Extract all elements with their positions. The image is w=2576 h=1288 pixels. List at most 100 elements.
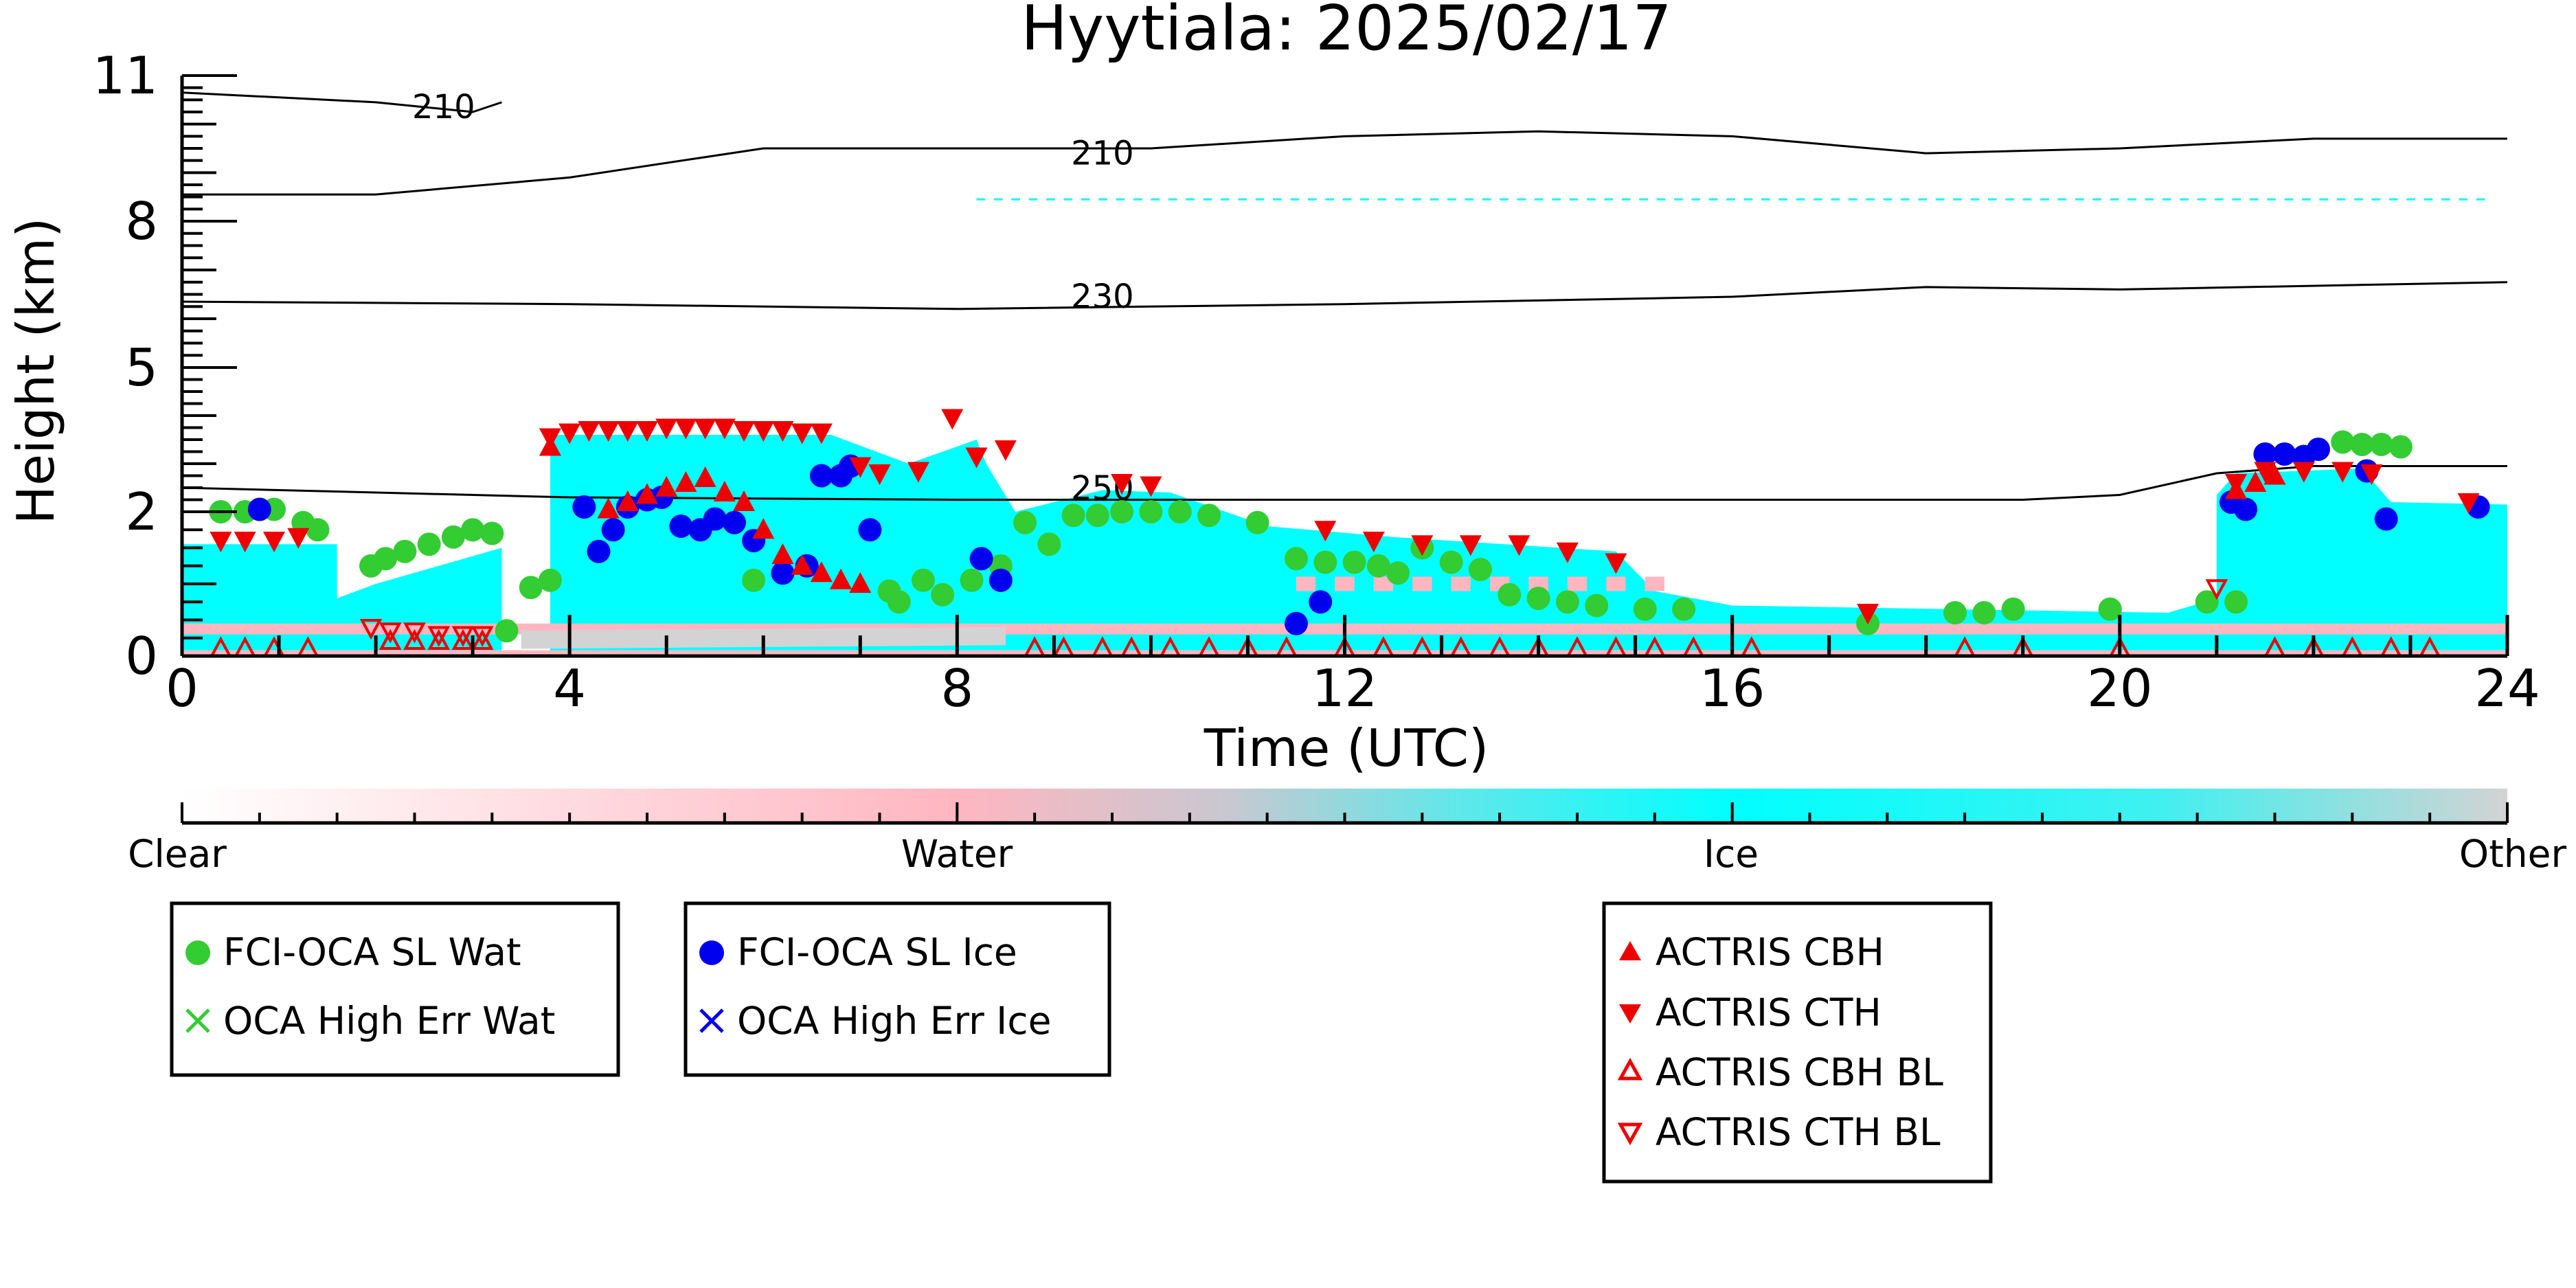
legend-box [683, 901, 1111, 1077]
data-point [713, 418, 736, 440]
data-point [587, 539, 611, 563]
colorbar: Clear Water Ice Other [128, 789, 2566, 876]
data-point [374, 547, 398, 571]
data-point [1314, 521, 1337, 542]
data-point [597, 421, 620, 442]
data-point [1943, 601, 1967, 624]
legend-marker-actris-cth-bl [1617, 1122, 1643, 1146]
water-patch [1296, 576, 1316, 591]
data-point [1459, 535, 1482, 556]
y-tick-label: 2 [125, 482, 158, 542]
contour-label: 210 [1071, 134, 1134, 172]
data-point [733, 490, 756, 511]
legend-label-actris-cth: ACTRIS CTH [1656, 991, 1882, 1035]
data-series [209, 409, 2490, 657]
data-point [451, 626, 475, 647]
data-point [742, 568, 766, 592]
data-point [1168, 500, 1192, 523]
series-actris-cth [210, 409, 2480, 624]
data-point [810, 423, 833, 444]
data-point [461, 518, 485, 542]
data-point [306, 518, 330, 542]
data-point [733, 421, 756, 442]
data-point [655, 418, 678, 440]
x-tick-label: 20 [2087, 658, 2152, 719]
data-point [849, 457, 872, 478]
data-point [1245, 510, 1269, 534]
y-tick-label: 0 [125, 626, 158, 686]
data-point [2254, 462, 2276, 483]
data-point [1061, 504, 1085, 528]
data-point [2001, 597, 2025, 621]
data-point [988, 568, 1013, 592]
data-point [417, 532, 441, 556]
data-point [2263, 464, 2286, 485]
legend-label-actris-cth-bl: ACTRIS CTH BL [1656, 1110, 1941, 1154]
data-point [2234, 497, 2258, 521]
data-point [2457, 493, 2480, 514]
legend-label-oca-high-err-wat: OCA High Err Wat [223, 999, 555, 1043]
data-point [578, 421, 600, 442]
ice-region [182, 544, 502, 656]
data-point [601, 518, 625, 542]
data-point [849, 572, 872, 593]
data-point [1508, 535, 1530, 556]
data-point [675, 418, 697, 440]
data-point [791, 423, 813, 444]
data-point [887, 590, 911, 614]
contour-label: 210 [412, 88, 475, 126]
data-point [907, 462, 929, 483]
y-tick-label: 8 [125, 191, 158, 251]
data-point [558, 423, 581, 444]
data-point [1526, 587, 1550, 610]
data-point [1284, 611, 1308, 635]
legend-marker-actris-cbh [1619, 941, 1641, 960]
data-point [713, 481, 736, 501]
water-patch [1567, 576, 1588, 591]
data-point [393, 539, 417, 563]
colorbar-label-ice: Ice [1704, 832, 1759, 876]
data-point [539, 428, 561, 449]
data-point [2369, 433, 2393, 456]
data-point [1411, 535, 1434, 556]
data-point [960, 568, 984, 592]
data-point [694, 466, 716, 487]
chart-title: Hyytiala: 2025/02/17 [1021, 0, 1671, 65]
data-point [965, 447, 988, 468]
x-tick-label: 8 [940, 658, 973, 719]
data-point [2224, 590, 2248, 614]
data-point [2253, 442, 2277, 466]
data-point [1366, 554, 1390, 578]
data-point [2306, 438, 2330, 461]
data-point [2225, 474, 2248, 495]
data-point [655, 476, 678, 497]
data-point [703, 507, 727, 531]
data-point [572, 495, 596, 519]
data-point [1362, 532, 1385, 552]
data-point [1972, 601, 1996, 624]
legend-label-actris-cbh-bl: ACTRIS CBH BL [1656, 1050, 1943, 1094]
data-point [1013, 510, 1037, 534]
data-point [722, 510, 746, 534]
data-point [519, 576, 543, 600]
legend-marker-oca-high-err-wat [185, 1008, 210, 1033]
data-point [597, 497, 620, 519]
data-point [1556, 542, 1579, 563]
data-point [287, 528, 310, 549]
contour-line-210 [182, 130, 2507, 196]
data-point [1439, 550, 1463, 574]
data-point [1857, 604, 1879, 624]
data-point [1468, 558, 1492, 581]
data-point [752, 518, 775, 539]
y-axis-label: Height (km) [5, 218, 66, 525]
data-point [771, 561, 795, 585]
axes: 0 4 8 12 16 20 24 0 2 5 8 11 [93, 45, 2540, 719]
legend-marker-fci-ice [699, 940, 724, 965]
data-point [427, 629, 451, 650]
data-point [1309, 590, 1333, 614]
data-point [616, 490, 639, 511]
x-tick-label: 4 [553, 658, 586, 719]
y-tick-label: 11 [93, 45, 158, 106]
data-point [616, 421, 639, 442]
